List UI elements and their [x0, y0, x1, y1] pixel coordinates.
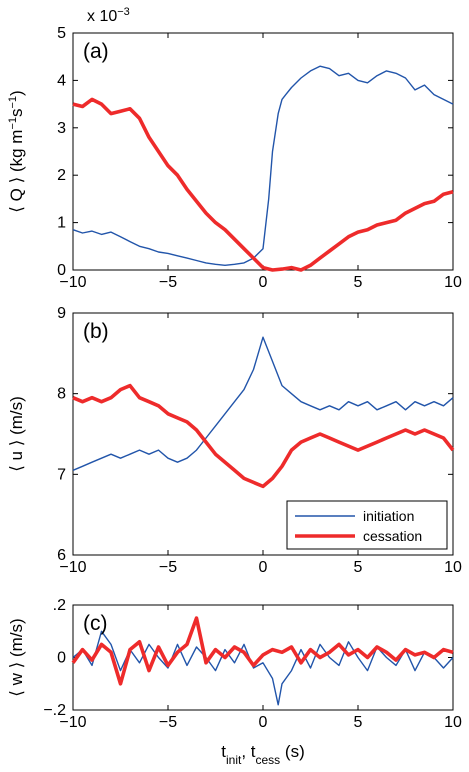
panel-label: (c): [83, 612, 108, 635]
x-tick-label: 5: [354, 559, 363, 576]
panel-label: (a): [83, 40, 109, 63]
y-tick-label: 1: [57, 215, 66, 232]
x-tick-label: 10: [444, 559, 462, 576]
x-tick-label: 0: [259, 274, 268, 291]
series-line-initiation: [72, 630, 454, 706]
x-tick-label: 10: [444, 714, 462, 731]
legend-box: [286, 500, 448, 550]
x-tick-label: −10: [59, 714, 86, 731]
axis-multiplier: x 10−3: [87, 6, 130, 25]
series-line-initiation: [72, 336, 454, 471]
panel-b: −10 −5 0 5 10 6 7 8 9 (b) ⟨ u ⟩ (m/s) initiation ces…: [7, 305, 462, 576]
series-line-cessation: [72, 383, 455, 489]
y-axis-label: ⟨ Q ⟩ (kg m−1s−1): [7, 90, 26, 212]
y-tick-label: 8: [57, 386, 66, 403]
x-tick-label: 0: [259, 714, 268, 731]
y-tick-label: .2: [53, 597, 66, 614]
legend-label-cessation: cessation: [363, 528, 422, 544]
y-tick-label: 0: [57, 650, 66, 667]
legend: initiation cessation: [286, 500, 448, 550]
x-tick-label: 10: [444, 274, 462, 291]
legend-label-initiation: initiation: [363, 508, 414, 524]
panel-c: −10 −5 0 5 10 −.2 0 .2 (c) ⟨ w ⟩ (m/s): [7, 597, 462, 731]
series-line-initiation: [72, 65, 454, 266]
y-tick-label: 0: [57, 262, 66, 279]
series-line-cessation: [72, 97, 454, 272]
x-tick-label: −10: [59, 274, 86, 291]
x-tick-label: −10: [59, 559, 86, 576]
plot-frame: [72, 32, 454, 271]
y-tick-label: 9: [57, 305, 66, 322]
y-tick-label: 2: [57, 167, 66, 184]
y-tick-label: 7: [57, 466, 66, 483]
series-line-cessation: [71, 616, 454, 686]
y-tick-label: 6: [57, 547, 66, 564]
y-axis-label: ⟨ w ⟩ (m/s): [7, 618, 26, 696]
panel-label: (b): [83, 320, 109, 343]
x-tick-label: −5: [159, 714, 177, 731]
x-tick-label: 0: [259, 559, 268, 576]
y-tick-label: −.2: [43, 702, 66, 719]
x-tick-label: −5: [159, 274, 177, 291]
y-tick-label: 4: [57, 72, 66, 89]
panel-a: −10 −5 0 5 10 0 1 2 3 4 5 (a) ⟨ Q ⟩ (kg m−1s−1) x 10−…: [7, 6, 462, 291]
y-tick-label: 3: [57, 120, 66, 137]
y-tick-label: 5: [57, 25, 66, 42]
y-axis-label: ⟨ u ⟩ (m/s): [7, 396, 26, 472]
x-tick-label: 5: [354, 714, 363, 731]
x-axis-label: tinit, tcess (s): [221, 742, 304, 767]
x-tick-label: 5: [354, 274, 363, 291]
x-tick-label: −5: [159, 559, 177, 576]
